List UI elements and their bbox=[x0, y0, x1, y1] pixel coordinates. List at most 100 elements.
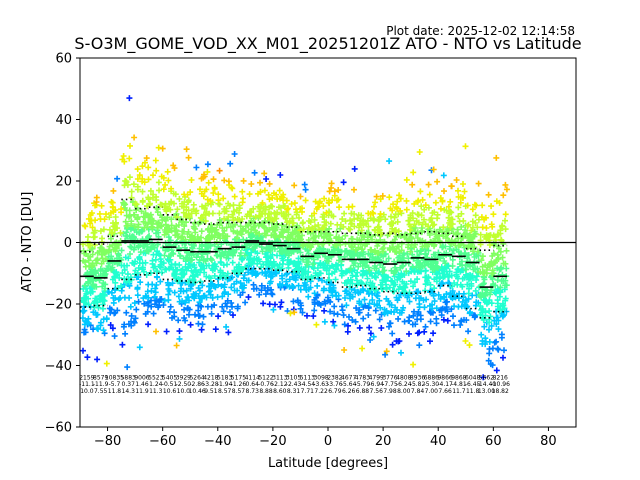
bin-annotation-stds: 7.55 bbox=[94, 388, 108, 395]
bin-annotation-counts: 4783 bbox=[355, 374, 370, 381]
bin-annotation-counts: 10835 bbox=[105, 374, 124, 381]
bin-annotation-means: -0.76 bbox=[258, 381, 274, 388]
bin-annotation-stds: 11.9 bbox=[135, 388, 149, 395]
bin-annotation-counts: 2159 bbox=[79, 374, 94, 381]
bin-annotation-counts: 9868 bbox=[451, 374, 466, 381]
bin-annotation-stds: 7.71 bbox=[301, 388, 315, 395]
chart-title: S-O3M_GOME_VOD_XX_M01_20251201Z ATO - NT… bbox=[74, 34, 581, 54]
bin-annotation-counts: 4218 bbox=[203, 374, 218, 381]
bin-annotation-counts: 3098 bbox=[313, 374, 328, 381]
bin-annotation-stds: 8.00 bbox=[397, 388, 411, 395]
scatter-marker-group bbox=[216, 167, 223, 174]
bin-annotation-means: -2.43 bbox=[286, 381, 302, 388]
bin-annotation-stds: 8.31 bbox=[287, 388, 301, 395]
bin-annotation-means: -5.30 bbox=[424, 381, 440, 388]
bin-annotation-means: -1.26 bbox=[231, 381, 247, 388]
bin-annotation-stds: 7.22 bbox=[314, 388, 328, 395]
bin-annotation-counts: 5113 bbox=[300, 374, 315, 381]
bin-annotation-means: -6.24 bbox=[396, 381, 412, 388]
bin-annotation-counts: 5183 bbox=[217, 374, 232, 381]
bin-annotation-counts: 5264 bbox=[189, 374, 204, 381]
x-tick-label: 20 bbox=[375, 434, 392, 449]
bin-annotation-stds: 13.00 bbox=[478, 388, 495, 395]
bin-annotation-means: -2.86 bbox=[189, 381, 205, 388]
bin-annotation-stds: 10.0 bbox=[177, 388, 191, 395]
y-tick-label: 40 bbox=[55, 113, 72, 128]
bin-annotation-counts: 5405 bbox=[162, 374, 177, 381]
bin-annotation-means: -5.7 bbox=[109, 381, 121, 388]
bin-annotation-stds: 14.3 bbox=[122, 388, 136, 395]
bin-annotation-counts: 6886 bbox=[424, 374, 439, 381]
scatter-marker-group bbox=[80, 246, 509, 326]
bin-annotation-counts: 5175 bbox=[231, 374, 246, 381]
bin-annotation-stds: 6.26 bbox=[342, 388, 356, 395]
bin-annotation-counts: 6048 bbox=[465, 374, 480, 381]
bin-annotation-counts: 4799 bbox=[369, 374, 384, 381]
bin-annotation-stds: 7.56 bbox=[370, 388, 384, 395]
bin-annotation-counts: 5122 bbox=[258, 374, 273, 381]
bin-annotation-counts: 8216 bbox=[493, 374, 508, 381]
bin-annotation-stds: 10.0 bbox=[80, 388, 94, 395]
bin-annotation-means: -0.51 bbox=[162, 381, 178, 388]
bin-annotation-stds: 8.60 bbox=[273, 388, 287, 395]
bin-annotation-stds: 10.6 bbox=[163, 388, 177, 395]
bin-annotation-means: -4.54 bbox=[300, 381, 316, 388]
bin-annotation-means: -11.9 bbox=[93, 381, 109, 388]
bin-annotation-means: -1.94 bbox=[217, 381, 233, 388]
bin-annotation-means: -3.28 bbox=[203, 381, 219, 388]
bin-annotation-means: 1.24 bbox=[149, 381, 163, 388]
bin-annotation-means: -3.76 bbox=[327, 381, 343, 388]
bin-annotation-stds: 7.66 bbox=[438, 388, 452, 395]
bin-annotation-counts: 2382 bbox=[327, 374, 342, 381]
x-tick-label: −60 bbox=[149, 434, 176, 449]
bin-annotation-stds: 11.8 bbox=[466, 388, 480, 395]
x-tick-label: −20 bbox=[259, 434, 286, 449]
bin-annotation-means: -3.63 bbox=[313, 381, 329, 388]
y-tick-label: −40 bbox=[45, 359, 72, 374]
x-tick-label: −80 bbox=[94, 434, 121, 449]
bin-annotation-counts: 4114 bbox=[245, 374, 260, 381]
bin-annotation-counts: 3929 bbox=[176, 374, 191, 381]
bin-annotation-means: -4.81 bbox=[451, 381, 467, 388]
plot-date: Plot date: 2025-12-02 12:14:58 bbox=[386, 24, 575, 38]
bin-annotation-stds: 7.00 bbox=[425, 388, 439, 395]
bin-annotation-counts: 4808 bbox=[396, 374, 411, 381]
x-tick-label: −40 bbox=[204, 434, 231, 449]
y-tick-label: 0 bbox=[64, 236, 72, 251]
bin-annotation-means: -5.82 bbox=[410, 381, 426, 388]
bin-annotation-counts: 5662 bbox=[479, 374, 494, 381]
scatter-marker-group bbox=[81, 151, 507, 371]
y-axis-label: ATO - NTO [DU] bbox=[20, 192, 35, 293]
bin-annotation-means: -7.75 bbox=[382, 381, 398, 388]
bin-annotation-means: -2.12 bbox=[272, 381, 288, 388]
bin-annotation-stds: 8.88 bbox=[259, 388, 273, 395]
bin-annotation-means: -6.94 bbox=[368, 381, 384, 388]
bin-annotation-counts: 5883 bbox=[121, 374, 136, 381]
y-tick-label: 20 bbox=[55, 175, 72, 190]
x-axis-label: Latitude [degrees] bbox=[268, 456, 388, 471]
bin-annotation-means: -14.40 bbox=[477, 381, 497, 388]
scatter-marker-group bbox=[80, 174, 509, 249]
bin-annotation-counts: 9006 bbox=[134, 374, 149, 381]
bin-annotation-counts: 8579 bbox=[93, 374, 108, 381]
bin-annotation-stds: 18.82 bbox=[492, 388, 509, 395]
bin-annotation-means: -10.96 bbox=[491, 381, 511, 388]
bin-annotation-means: -6.45 bbox=[465, 381, 481, 388]
bin-annotation-means: -4.17 bbox=[437, 381, 453, 388]
bin-annotation-means: 1.46 bbox=[135, 381, 149, 388]
bin-annotation-means: -5.79 bbox=[355, 381, 371, 388]
bin-annotation-stds: 6.88 bbox=[356, 388, 370, 395]
bin-annotation-stds: 7.98 bbox=[383, 388, 397, 395]
bin-annotation-counts: 4677 bbox=[341, 374, 356, 381]
bin-annotations: 2159857910835588390065523540539295264421… bbox=[79, 374, 510, 395]
scatter-points bbox=[80, 95, 510, 381]
bin-annotation-counts: 9866 bbox=[437, 374, 452, 381]
bin-annotation-stds: 8.73 bbox=[246, 388, 260, 395]
bin-annotation-counts: 5523 bbox=[148, 374, 163, 381]
scatter-marker-group bbox=[93, 134, 510, 355]
bin-annotation-counts: 3113 bbox=[272, 374, 287, 381]
bin-annotation-means: -11.1 bbox=[79, 381, 95, 388]
y-tick-label: −20 bbox=[45, 298, 72, 313]
bin-annotation-means: 0.37 bbox=[122, 381, 136, 388]
